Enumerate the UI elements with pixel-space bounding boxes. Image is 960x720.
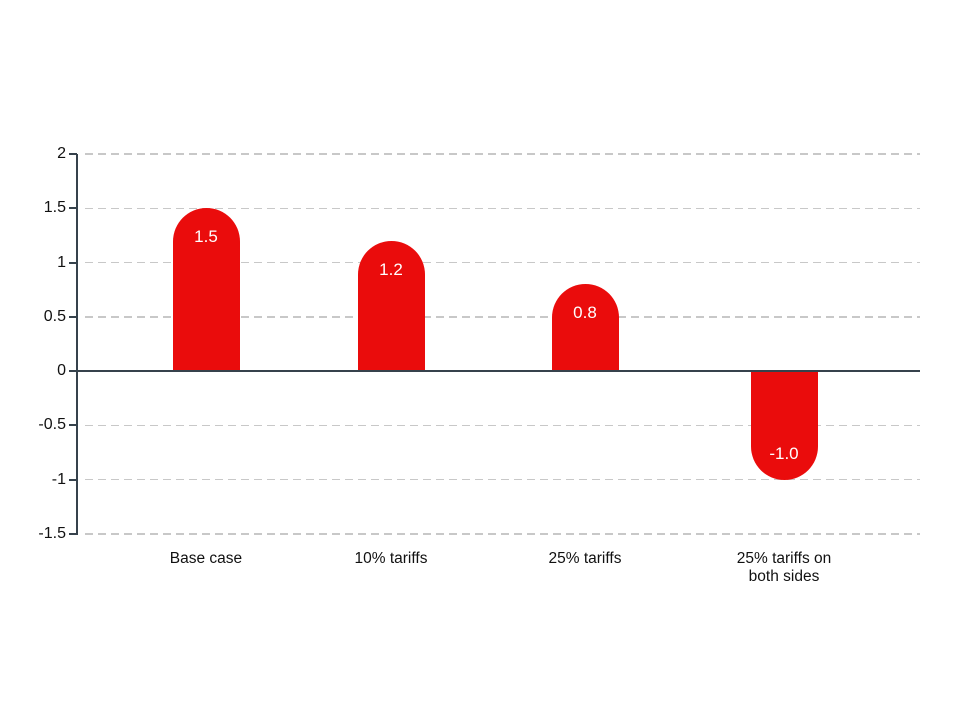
y-tick-label: -1: [51, 470, 66, 488]
y-axis-tick: [69, 261, 77, 264]
y-tick-label: 1.5: [43, 199, 66, 217]
bar: [750, 371, 818, 480]
y-tick-label: -0.5: [38, 416, 66, 434]
y-axis-tick: [69, 315, 77, 318]
bar-value-label: 1.5: [194, 227, 218, 247]
x-category-label: 25% tariffs on both sides: [736, 550, 832, 585]
x-axis-zero-line: [77, 369, 920, 373]
x-category-label: Base case: [169, 550, 243, 567]
y-tick-label: -1.5: [38, 525, 66, 542]
bar-value-label: 1.2: [379, 259, 403, 279]
bar: [551, 284, 619, 373]
bar-value-label: 0.8: [573, 303, 597, 323]
y-tick-label: 1: [57, 253, 66, 271]
x-category-label: 10% tariffs: [354, 550, 428, 567]
y-axis-tick: [69, 533, 77, 535]
y-axis-tick: [69, 478, 77, 481]
gridline: [85, 424, 920, 427]
x-category-label: 25% tariffs: [548, 550, 622, 567]
y-tick-label: 2: [57, 145, 66, 162]
gridline: [85, 316, 920, 318]
gridline: [85, 207, 920, 210]
gridline: [85, 261, 920, 264]
bar-value-label: -1.0: [769, 443, 799, 463]
gridline: [85, 153, 920, 155]
bar: [357, 240, 425, 373]
gridline: [85, 478, 920, 481]
y-axis-tick: [69, 424, 77, 427]
y-axis-line: [76, 154, 78, 535]
y-tick-label: 0: [57, 362, 66, 380]
y-axis-tick: [69, 153, 77, 155]
y-tick-label: 0.5: [43, 307, 66, 325]
gridline: [85, 533, 920, 535]
bar: [172, 208, 240, 373]
y-axis-tick: [69, 370, 77, 373]
y-axis-tick: [69, 207, 77, 210]
